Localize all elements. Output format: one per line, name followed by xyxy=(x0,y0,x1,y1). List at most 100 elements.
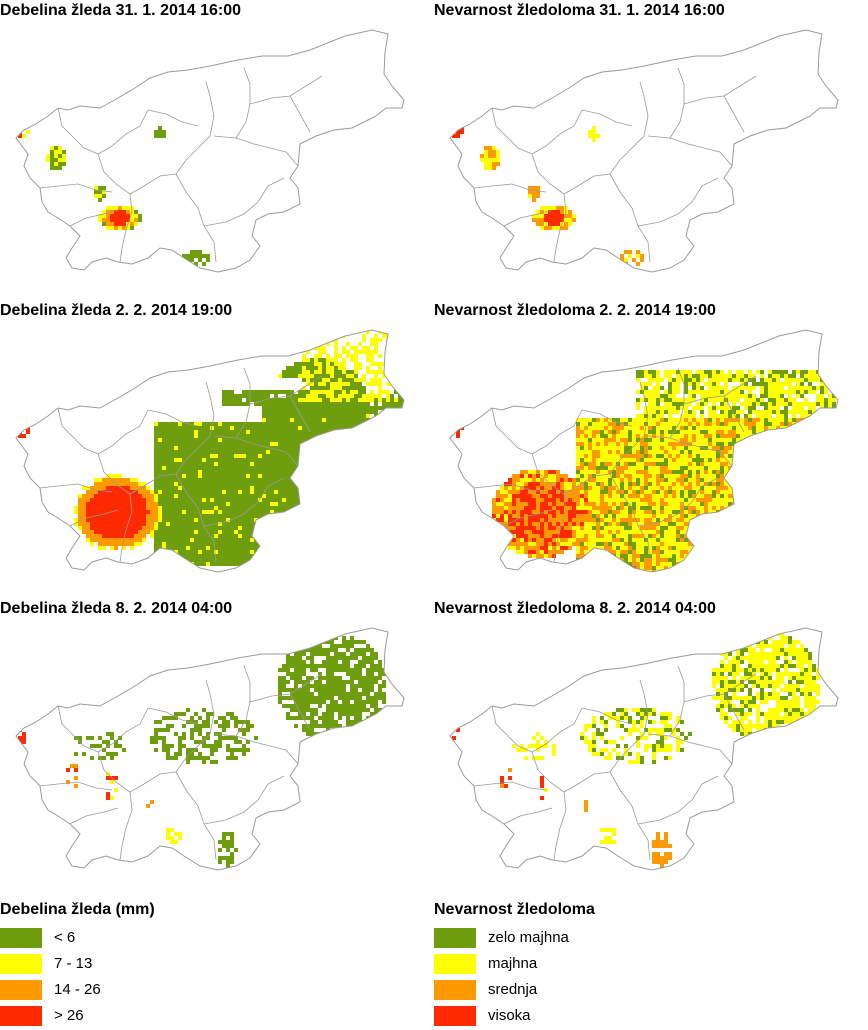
region-boundary xyxy=(637,477,719,527)
slovenia-map xyxy=(15,29,405,273)
map-panel-thickness-02-02: Debelina žleda 2. 2. 2014 19:00 xyxy=(0,300,420,600)
region-boundary xyxy=(531,707,583,753)
panel-title: Nevarnost žledoloma 8. 2. 2014 04:00 xyxy=(434,600,716,617)
region-boundary xyxy=(609,771,651,861)
region-boundary xyxy=(723,395,745,433)
region-boundary xyxy=(57,107,99,155)
panel-title: Nevarnost žledoloma 31. 1. 2014 16:00 xyxy=(434,2,725,19)
region-boundary xyxy=(647,733,733,765)
region-boundary xyxy=(581,409,633,427)
legend-hazard: Nevarnost žledoloma zelo majhna majhna s… xyxy=(434,900,595,1030)
region-boundary xyxy=(581,707,633,725)
region-boundary xyxy=(147,109,199,127)
country-border xyxy=(15,329,405,573)
region-boundary xyxy=(129,771,177,793)
region-boundary xyxy=(97,409,149,455)
region-boundary xyxy=(175,771,217,861)
region-boundary xyxy=(175,679,215,773)
region-boundary xyxy=(57,705,99,753)
legend-item: 7 - 13 xyxy=(0,952,155,978)
region-boundary xyxy=(531,409,583,455)
region-boundary xyxy=(175,81,215,175)
region-boundary xyxy=(563,173,611,195)
region-boundary xyxy=(69,209,119,227)
country-border xyxy=(449,329,839,573)
map-panel-thickness-31-01: Debelina žleda 31. 1. 2014 16:00 xyxy=(0,0,420,300)
region-boundary xyxy=(289,95,311,133)
region-boundary xyxy=(647,135,733,167)
region-boundary xyxy=(97,751,131,793)
legend-swatch xyxy=(0,954,42,974)
map-panel-hazard-08-02: Nevarnost žledoloma 8. 2. 2014 04:00 xyxy=(434,598,854,898)
region-boundary xyxy=(119,791,133,861)
slovenia-map xyxy=(449,329,839,573)
region-boundary xyxy=(647,435,733,467)
region-boundary xyxy=(473,781,547,791)
region-boundary xyxy=(69,807,119,825)
region-boundary xyxy=(637,775,719,825)
region-boundary xyxy=(531,751,565,793)
legend-item: majhna xyxy=(434,952,595,978)
country-border xyxy=(449,29,839,273)
region-boundary xyxy=(119,493,133,563)
region-boundary xyxy=(581,109,633,127)
slovenia-map xyxy=(15,329,405,573)
slovenia-map xyxy=(449,29,839,273)
panel-title: Debelina žleda 8. 2. 2014 04:00 xyxy=(0,600,233,617)
legend-thickness: Debelina žleda (mm) < 6 7 - 13 14 - 26 >… xyxy=(0,900,155,1030)
region-boundary xyxy=(609,173,651,263)
legend-label: > 26 xyxy=(54,1007,84,1024)
region-boundary xyxy=(563,473,611,495)
legend-label: majhna xyxy=(488,955,538,972)
legend-swatch xyxy=(434,980,476,1000)
region-boundary xyxy=(97,453,131,495)
legend-label: 14 - 26 xyxy=(54,981,101,998)
region-boundary xyxy=(289,693,311,731)
region-boundary xyxy=(175,473,217,563)
region-boundary xyxy=(531,109,583,155)
region-boundary xyxy=(491,107,533,155)
region-boundary xyxy=(289,395,311,433)
panel-title: Debelina žleda 31. 1. 2014 16:00 xyxy=(0,2,242,19)
legend-item: > 26 xyxy=(0,1004,155,1030)
region-boundary xyxy=(553,493,567,563)
country-border xyxy=(15,627,405,871)
panel-title: Nevarnost žledoloma 2. 2. 2014 19:00 xyxy=(434,302,716,319)
region-boundary xyxy=(491,407,533,455)
slovenia-map xyxy=(449,627,839,871)
legend-title: Nevarnost žledoloma xyxy=(434,901,595,918)
legend-label: zelo majhna xyxy=(488,929,569,946)
region-boundary xyxy=(203,477,285,527)
region-boundary xyxy=(97,707,149,753)
region-boundary xyxy=(531,153,565,195)
region-boundary xyxy=(213,733,299,765)
country-border xyxy=(15,29,405,273)
region-boundary xyxy=(503,209,553,227)
map-panel-hazard-02-02: Nevarnost žledoloma 2. 2. 2014 19:00 xyxy=(434,300,854,600)
legend-swatch xyxy=(434,928,476,948)
legend-label: 7 - 13 xyxy=(54,955,93,972)
region-boundary xyxy=(563,771,611,793)
region-boundary xyxy=(491,705,533,753)
map-panel-hazard-31-01: Nevarnost žledoloma 31. 1. 2014 16:00 xyxy=(434,0,854,300)
region-boundary xyxy=(97,109,149,155)
region-boundary xyxy=(553,791,567,861)
region-boundary xyxy=(175,173,217,263)
legend-swatch xyxy=(434,1006,476,1026)
region-boundary xyxy=(609,679,649,773)
region-boundary xyxy=(39,183,113,193)
region-boundary xyxy=(473,483,547,493)
region-boundary xyxy=(97,153,131,195)
region-boundary xyxy=(57,407,99,455)
region-boundary xyxy=(213,135,299,167)
region-boundary xyxy=(129,473,177,495)
region-boundary xyxy=(637,177,719,227)
slovenia-map xyxy=(15,627,405,871)
legend-label: visoka xyxy=(488,1007,531,1024)
legend-item: srednja xyxy=(434,978,595,1004)
region-boundary xyxy=(609,473,651,563)
region-boundary xyxy=(609,381,649,475)
country-border xyxy=(449,627,839,871)
region-boundary xyxy=(553,193,567,263)
legend-swatch xyxy=(434,954,476,974)
